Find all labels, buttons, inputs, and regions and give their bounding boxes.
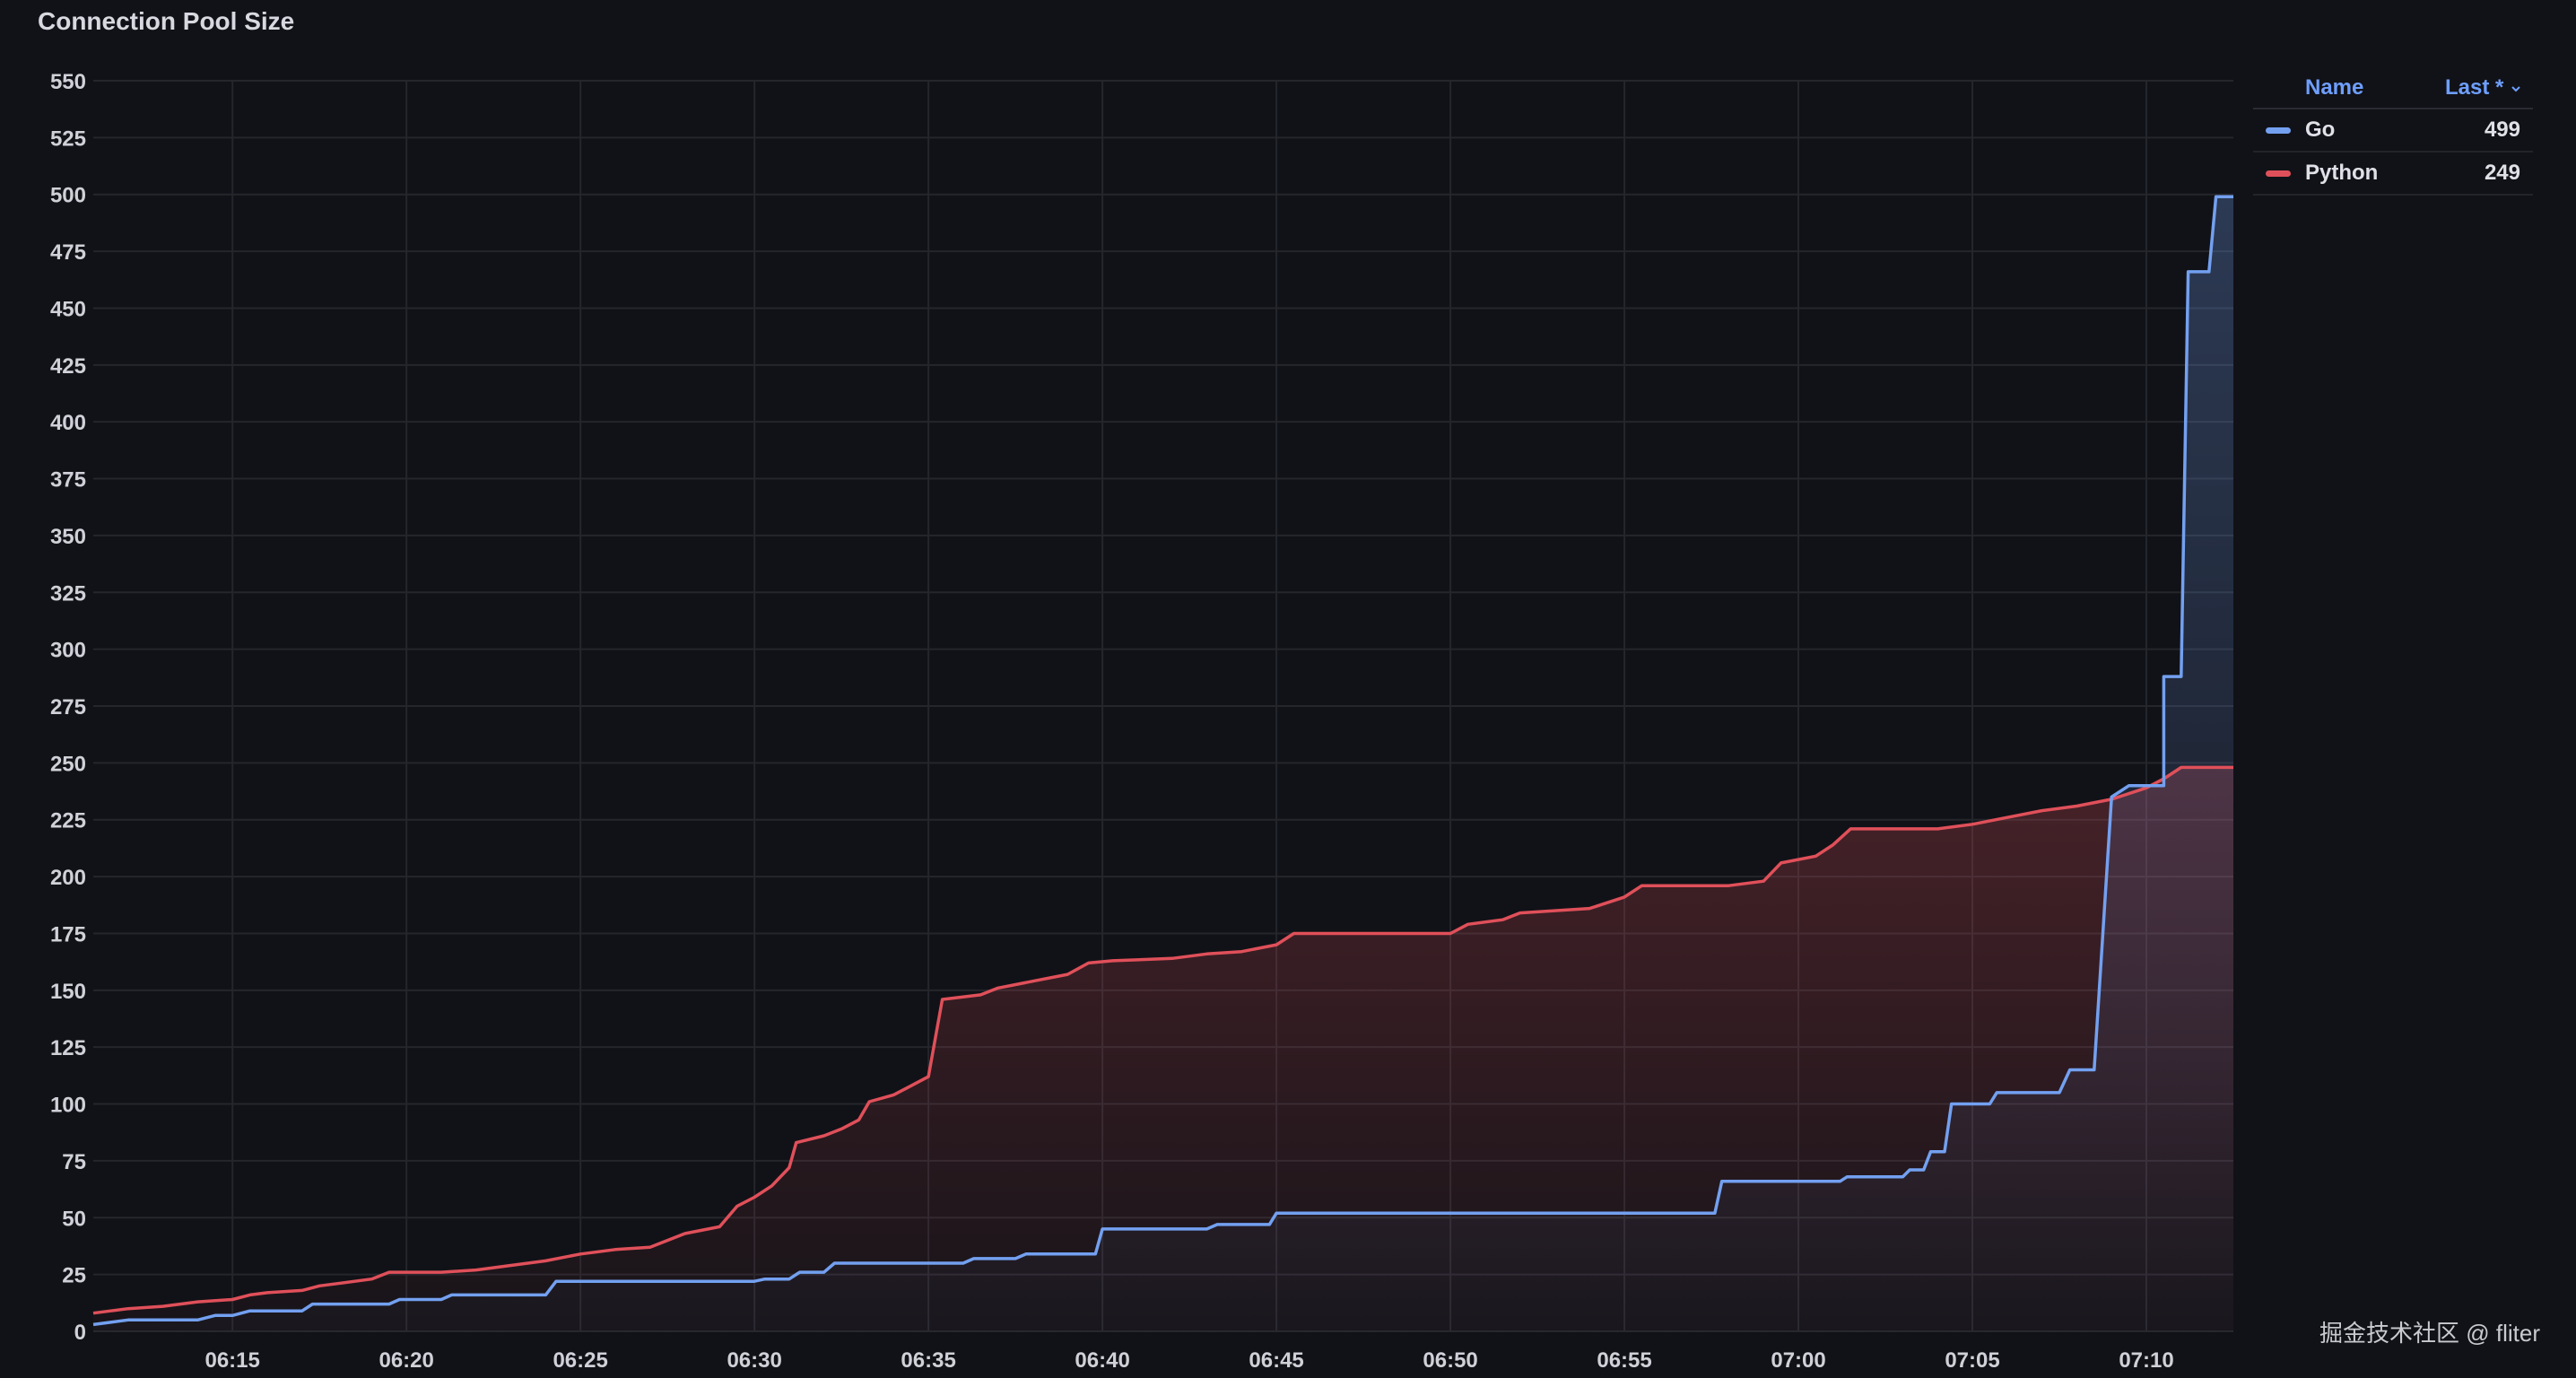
x-tick-label: 06:55	[1597, 1348, 1651, 1373]
y-tick-label: 125	[50, 1036, 86, 1060]
series-line-python[interactable]	[92, 765, 2233, 1315]
x-axis: 06:15 06:20 06:25 06:30 06:35 06:40 06:45 06:50…	[205, 1348, 2173, 1373]
watermark: 掘金技术社区 @ fliter	[2319, 1320, 2540, 1347]
y-tick-label: 200	[50, 866, 86, 890]
legend-last-header[interactable]: Last *	[2445, 75, 2522, 100]
series-area-go	[93, 196, 2233, 1331]
y-tick-label: 350	[50, 525, 86, 549]
y-tick-label: 325	[50, 581, 86, 606]
y-tick-label: 500	[50, 184, 86, 208]
y-tick-label: 300	[50, 639, 86, 663]
x-tick-label: 06:25	[553, 1348, 607, 1373]
y-tick-label: 550	[50, 70, 86, 94]
chevron-down-icon	[2511, 85, 2520, 92]
y-tick-label: 25	[62, 1264, 86, 1288]
y-tick-label: 175	[50, 922, 86, 946]
y-tick-label: 150	[50, 980, 86, 1004]
x-tick-label: 06:15	[205, 1348, 259, 1373]
legend-last-header-label: Last *	[2444, 75, 2504, 100]
x-tick-label: 06:20	[379, 1348, 433, 1373]
x-tick-label: 06:30	[727, 1348, 781, 1373]
x-tick-label: 06:35	[901, 1348, 955, 1373]
legend-item-python[interactable]: Python 249	[2253, 153, 2533, 196]
y-tick-label: 400	[50, 411, 86, 435]
series-area-python	[93, 767, 2233, 1331]
series-color-swatch	[2266, 126, 2291, 134]
x-tick-label: 07:00	[1771, 1348, 1825, 1373]
x-tick-label: 06:45	[1249, 1348, 1303, 1373]
series-areas	[93, 196, 2233, 1331]
time-series-chart[interactable]: 0 25 50 75 100 125 150 175 200 225 250 275 300 325 350…	[0, 0, 2242, 1378]
y-tick-label: 0	[74, 1321, 86, 1345]
legend-item-go[interactable]: Go 499	[2253, 109, 2533, 153]
legend-last-value: 499	[2484, 118, 2520, 142]
y-tick-label: 100	[50, 1094, 86, 1118]
legend-series-name: Go	[2305, 118, 2336, 142]
y-tick-label: 250	[50, 752, 86, 776]
series-line-go[interactable]	[92, 195, 2233, 1327]
y-tick-label: 75	[62, 1150, 86, 1174]
y-tick-label: 50	[62, 1207, 86, 1231]
legend-name-header[interactable]: Name	[2305, 75, 2364, 100]
y-tick-label: 525	[50, 126, 86, 151]
legend-last-value: 249	[2484, 161, 2520, 185]
x-tick-label: 07:10	[2119, 1348, 2173, 1373]
legend-series-name: Python	[2305, 161, 2379, 185]
y-tick-label: 425	[50, 354, 86, 379]
series-lines	[92, 195, 2233, 1327]
y-tick-label: 225	[50, 809, 86, 833]
legend-header: Name Last *	[2253, 68, 2533, 109]
x-tick-label: 06:50	[1423, 1348, 1477, 1373]
panel-title: Connection Pool Size	[38, 7, 295, 35]
y-tick-label: 275	[50, 695, 86, 720]
y-tick-label: 450	[50, 297, 86, 321]
y-axis: 0 25 50 75 100 125 150 175 200 225 250 275 300 325 350…	[50, 70, 86, 1345]
y-tick-label: 475	[50, 240, 86, 265]
x-tick-label: 06:40	[1075, 1348, 1129, 1373]
x-tick-label: 07:05	[1945, 1348, 1999, 1373]
series-color-swatch	[2266, 170, 2291, 177]
legend: Name Last * Go 499 Python 249	[2253, 68, 2533, 196]
y-tick-label: 375	[50, 468, 86, 493]
